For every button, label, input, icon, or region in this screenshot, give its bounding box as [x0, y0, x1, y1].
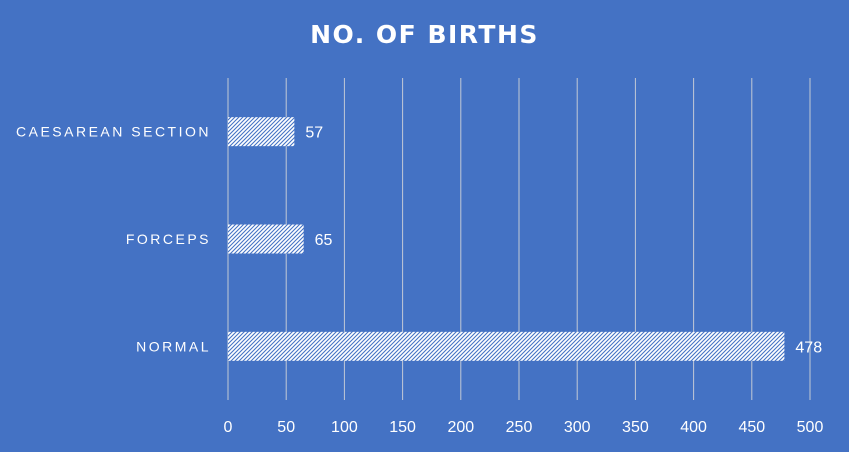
x-tick-label: 50	[277, 419, 295, 436]
x-tick-label: 400	[680, 419, 707, 436]
data-label: 478	[795, 339, 822, 356]
chart-title: NO. OF BIRTHS	[310, 20, 539, 49]
x-tick-label: 200	[447, 419, 474, 436]
x-tick-label: 500	[797, 419, 824, 436]
bar	[228, 224, 304, 254]
x-tick-label: 300	[564, 419, 591, 436]
bar	[228, 117, 295, 147]
category-label: NORMAL	[136, 338, 211, 354]
bar	[228, 331, 785, 361]
category-label: FORCEPS	[126, 231, 211, 247]
x-tick-label: 450	[738, 419, 765, 436]
x-tick-label: 0	[224, 419, 233, 436]
category-label: CAESAREAN SECTION	[16, 124, 211, 140]
x-tick-label: 100	[331, 419, 358, 436]
x-tick-label: 350	[622, 419, 649, 436]
data-label: 65	[315, 232, 333, 249]
x-tick-label: 250	[506, 419, 533, 436]
x-tick-label: 150	[389, 419, 416, 436]
data-label: 57	[305, 125, 323, 142]
